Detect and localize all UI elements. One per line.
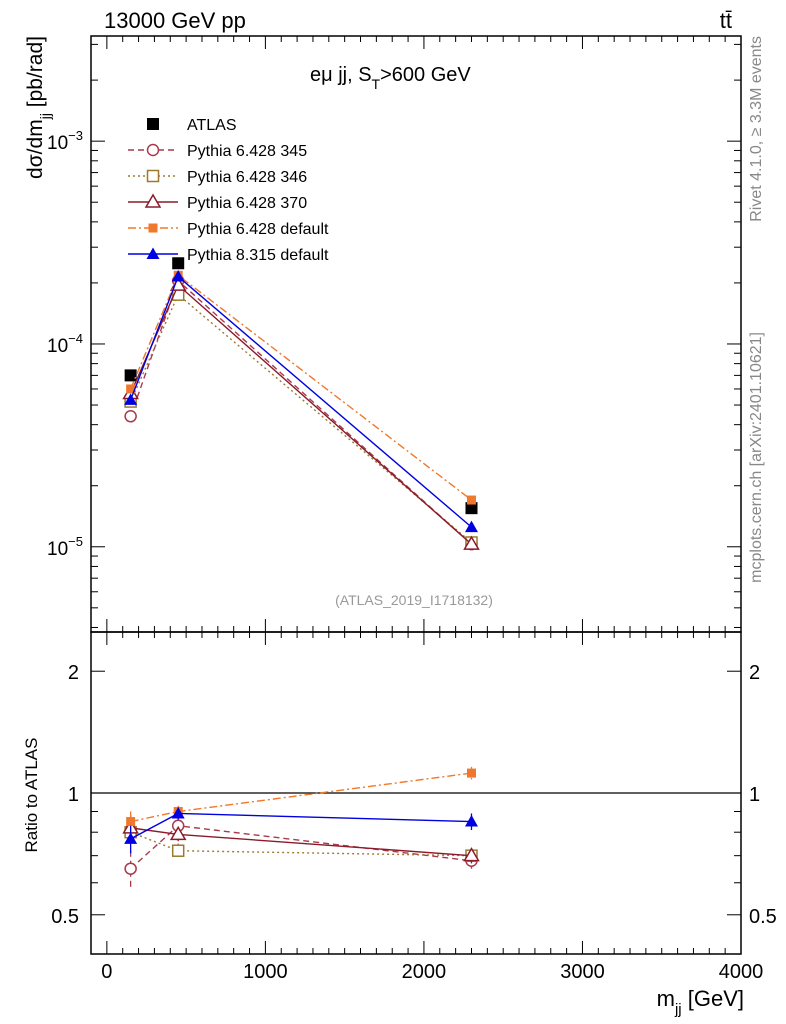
main-ylabel: dσ/dmjj [pb/rad]	[24, 36, 53, 179]
rivet-label: Rivet 4.1.0, ≥ 3.3M events	[748, 36, 765, 222]
main-title-rest: >600 GeV	[380, 64, 471, 86]
ratio-data-point	[126, 817, 136, 827]
main-ylabel-sub: jj	[37, 113, 53, 120]
ratio-data-point	[124, 862, 137, 875]
legend-marker	[146, 143, 160, 157]
legend-marker	[146, 169, 160, 183]
main-series-line	[129, 274, 472, 501]
main-axis-ticks: 10−310−410−5	[47, 36, 742, 632]
header-right: tt̄	[720, 8, 732, 33]
main-data-point	[171, 270, 185, 282]
main-data-point	[124, 393, 138, 405]
xlabel-text: m	[657, 986, 675, 1011]
main-title-text: eμ jj, S	[310, 64, 372, 86]
ratio-data-point	[171, 806, 185, 819]
mcplots-label: mcplots.cern.ch [arXiv:2401.10621]	[748, 332, 765, 583]
analysis-tag: (ATLAS_2019_I1718132)	[335, 592, 493, 608]
main-series-line	[129, 279, 472, 545]
xlabel-sub: jj	[674, 1001, 682, 1018]
main-ytick-label: 10−4	[47, 331, 83, 357]
ratio-data-point	[463, 847, 480, 862]
main-series-group	[122, 257, 480, 551]
ratio-ytick-label-left: 2	[68, 662, 79, 684]
main-data-point	[124, 410, 137, 423]
ratio-ytick-label-left: 1	[68, 784, 79, 806]
xtick-label: 3000	[560, 961, 605, 983]
main-ytick-label-base: 10	[47, 336, 68, 357]
main-ytick-label-base: 10	[47, 539, 68, 560]
legend-label: Pythia 6.428 default	[187, 221, 329, 238]
ratio-ytick-label-left: 0.5	[51, 906, 79, 928]
ratio-data-point	[169, 825, 187, 841]
header-left: 13000 GeV pp	[104, 8, 246, 33]
main-ylabel-text: dσ/dm	[24, 119, 47, 179]
legend-marker	[148, 223, 158, 233]
legend-label: ATLAS	[187, 117, 237, 134]
main-data-point	[464, 520, 478, 533]
xtick-label: 0	[101, 961, 112, 983]
main-ytick-label: 10−5	[47, 534, 83, 560]
legend: ATLAS Pythia 6.428 345 Pythia 6.428 346 Pyt…	[128, 117, 329, 264]
ratio-data-point	[464, 815, 478, 827]
main-ytick-label-exp: −4	[68, 331, 83, 346]
main-ytick-label-exp: −3	[68, 128, 83, 143]
main-ytick-label: 10−3	[47, 128, 83, 154]
legend-marker	[147, 118, 159, 130]
legend-marker	[146, 247, 160, 259]
ratio-axis-ticks: 2 2 1 1 0.5 0.5 0 1000 2000 3000 4000	[51, 632, 777, 983]
main-data-point	[465, 502, 478, 515]
ratio-data-point	[466, 768, 476, 778]
main-series-line	[129, 275, 472, 528]
ratio-ytick-label-right: 0.5	[749, 906, 777, 928]
ratio-ylabel: Ratio to ATLAS	[22, 738, 41, 853]
xtick-label: 2000	[402, 961, 447, 983]
main-data-point	[466, 495, 476, 505]
legend-label: Pythia 6.428 346	[187, 169, 307, 186]
xtick-label: 4000	[719, 961, 764, 983]
main-data-point	[463, 535, 480, 550]
main-title: eμ jj, ST>600 GeV	[310, 64, 471, 92]
main-title-sub: T	[372, 76, 381, 92]
main-series-line	[129, 293, 472, 544]
legend-label: Pythia 6.428 370	[187, 195, 307, 212]
ratio-data-point	[124, 832, 138, 844]
main-data-point	[172, 257, 185, 270]
main-ytick-label-base: 10	[47, 133, 68, 154]
legend-label: Pythia 8.315 default	[187, 247, 329, 264]
xlabel-unit: [GeV]	[682, 986, 744, 1011]
ratio-ytick-label-right: 1	[749, 784, 760, 806]
legend-label: Pythia 6.428 345	[187, 143, 307, 160]
main-series-line	[129, 283, 472, 545]
ratio-series-group	[122, 766, 480, 889]
xtick-label: 1000	[243, 961, 288, 983]
main-ytick-label-exp: −5	[68, 534, 83, 549]
main-data-point	[124, 369, 137, 382]
ratio-data-point	[171, 844, 185, 857]
xlabel: mjj [GeV]	[657, 986, 744, 1018]
ratio-ytick-label-right: 2	[749, 662, 760, 684]
main-data-point	[126, 384, 136, 394]
main-ylabel-unit: [pb/rad]	[24, 36, 47, 113]
legend-marker	[144, 193, 162, 208]
